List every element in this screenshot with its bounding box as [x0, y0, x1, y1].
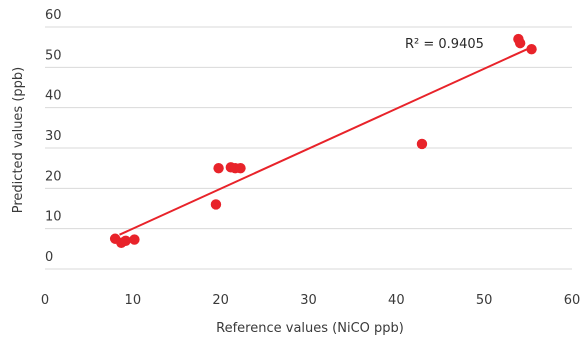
- trendline-group: [119, 48, 528, 236]
- y-tick-label: 60: [45, 8, 62, 23]
- x-tick-label: 10: [125, 293, 142, 308]
- y-axis-ticks: 0 10 20 30 40 50 60: [45, 8, 62, 265]
- y-tick-label: 20: [45, 169, 62, 184]
- data-point: [416, 138, 428, 150]
- y-tick-label: 0: [45, 250, 53, 265]
- x-tick-label: 0: [41, 293, 49, 308]
- x-tick-label: 50: [476, 293, 493, 308]
- x-tick-label: 20: [212, 293, 229, 308]
- x-axis-ticks: 0 10 20 30 40 50 60: [41, 293, 580, 308]
- data-point: [514, 37, 526, 49]
- data-point: [120, 235, 131, 246]
- data-point: [526, 43, 537, 55]
- y-tick-label: 30: [45, 129, 62, 144]
- data-point: [129, 234, 140, 245]
- y-axis-title: Predicted values (ppb): [11, 67, 26, 213]
- y-tick-label: 40: [45, 89, 62, 104]
- y-tick-label: 50: [45, 48, 62, 63]
- data-point: [235, 162, 246, 174]
- data-point: [213, 162, 224, 174]
- data-point: [210, 199, 222, 210]
- x-axis-title: Reference values (NiCO ppb): [216, 321, 404, 336]
- x-tick-label: 40: [388, 293, 405, 308]
- x-tick-label: 30: [300, 293, 317, 308]
- r-squared-annotation: R² = 0.9405: [405, 37, 484, 52]
- trendline: [119, 48, 528, 236]
- data-points: [109, 33, 537, 248]
- x-tick-label: 60: [564, 293, 581, 308]
- y-tick-label: 10: [45, 210, 62, 225]
